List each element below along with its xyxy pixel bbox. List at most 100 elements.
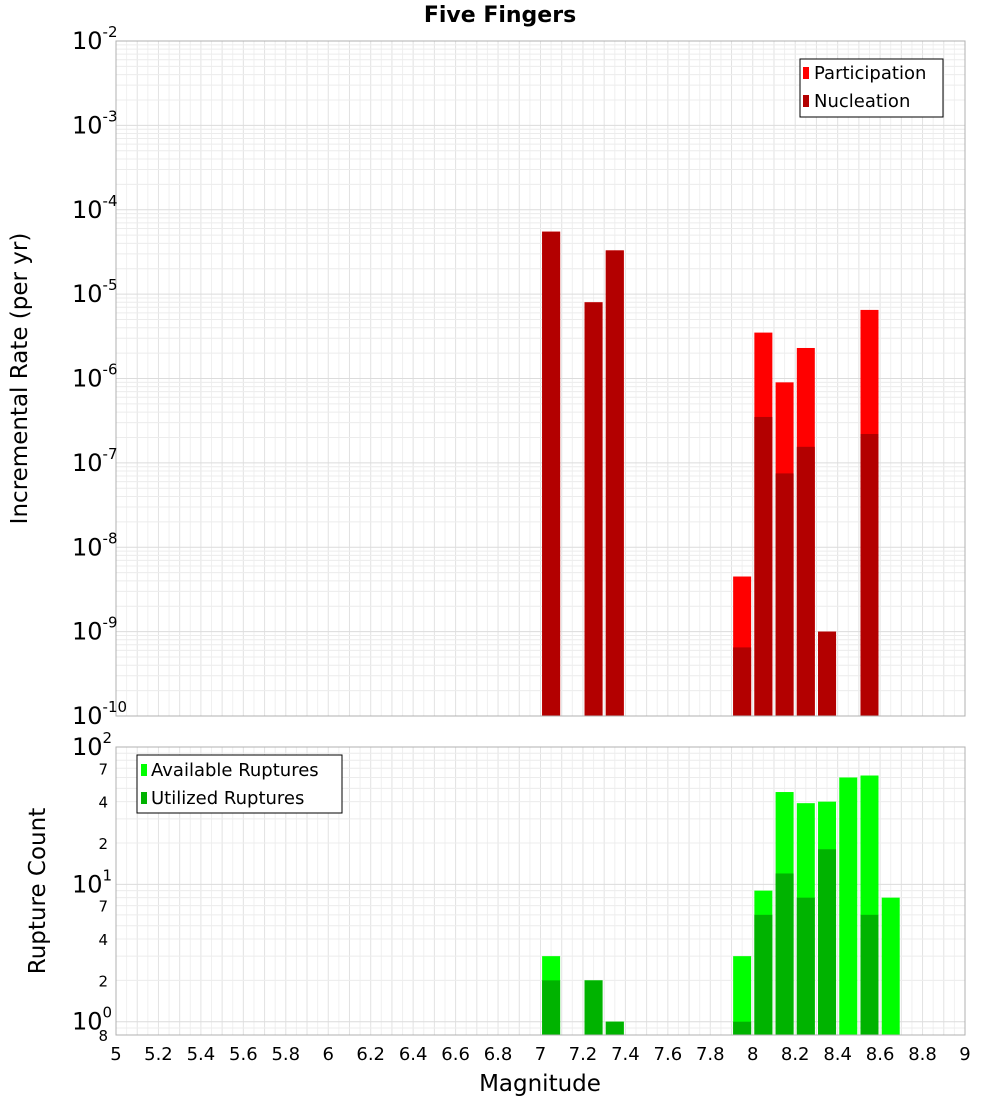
participation-legend-label: Participation [814, 63, 926, 84]
bottom-y-tick-label: 100 [72, 1004, 112, 1036]
utilized-ruptures-legend-label: Utilized Ruptures [151, 788, 304, 809]
x-tick-label: 7.6 [654, 1044, 683, 1065]
top-y-tick-base: 10 [72, 702, 103, 730]
x-tick-label: 8 [747, 1044, 758, 1065]
bottom-y-tick-exponent: 2 [103, 729, 113, 747]
participation-legend-swatch [803, 67, 809, 79]
x-tick-label: 6.8 [484, 1044, 513, 1065]
x-tick-label: 5.6 [229, 1044, 258, 1065]
x-tick-label: 5.4 [187, 1044, 216, 1065]
top-y-axis-label: Incremental Rate (per yr) [7, 233, 33, 525]
x-axis-label: Magnitude [479, 1071, 601, 1097]
top-y-tick-base: 10 [72, 27, 103, 55]
bottom-y-tick-base: 10 [72, 870, 103, 898]
bottom-y-minor-tick-label: 8 [98, 1027, 108, 1045]
nucleation-bar [584, 302, 603, 716]
bottom-y-tick-base: 10 [72, 733, 103, 761]
top-y-tick-exponent: -2 [103, 23, 118, 41]
bottom-y-tick-base: 10 [72, 1008, 103, 1036]
nucleation-bar [754, 416, 773, 716]
top-y-tick-exponent: -5 [103, 276, 118, 294]
utilized-ruptures-bar [796, 897, 815, 1035]
top-legend-box [799, 58, 944, 118]
nucleation-bar [775, 473, 794, 716]
top-y-tick-label: 10-8 [72, 529, 118, 561]
x-tick-label: 6 [323, 1044, 334, 1065]
top-y-tick-base: 10 [72, 111, 103, 139]
bottom-legend-box [136, 754, 343, 814]
x-tick-label: 9 [959, 1044, 970, 1065]
x-tick-label: 6.4 [399, 1044, 428, 1065]
available-ruptures-bar [733, 956, 752, 1035]
bottom-y-minor-tick-label: 4 [98, 931, 108, 949]
x-tick-label: 8.8 [908, 1044, 937, 1065]
bottom-y-minor-tick-label: 7 [98, 898, 108, 916]
bottom-y-minor-tick-label: 2 [98, 835, 108, 853]
nucleation-bar [860, 433, 879, 716]
top-y-tick-base: 10 [72, 280, 103, 308]
bottom-y-tick-exponent: 1 [103, 866, 113, 884]
nucleation-bar [542, 231, 561, 716]
bottom-y-axis-label: Rupture Count [25, 808, 51, 974]
utilized-ruptures-legend-swatch [141, 792, 147, 804]
top-y-tick-base: 10 [72, 533, 103, 561]
top-y-tick-base: 10 [72, 196, 103, 224]
x-tick-label: 5.8 [271, 1044, 300, 1065]
top-y-tick-exponent: -3 [103, 107, 118, 125]
utilized-ruptures-bar [605, 1021, 624, 1035]
x-tick-label: 5.2 [144, 1044, 173, 1065]
utilized-ruptures-bar [542, 980, 561, 1035]
x-tick-label: 7 [535, 1044, 546, 1065]
available-ruptures-bar [881, 897, 900, 1035]
top-y-tick-label: 10-7 [72, 445, 118, 477]
available-ruptures-legend-label: Available Ruptures [151, 760, 319, 781]
utilized-ruptures-bar [860, 914, 879, 1035]
chart-title: Five Fingers [424, 3, 576, 28]
top-y-tick-exponent: -10 [103, 698, 128, 716]
bottom-y-minor-tick-label: 2 [98, 972, 108, 990]
x-tick-label: 7.8 [696, 1044, 725, 1065]
top-y-tick-label: 10-3 [72, 107, 118, 139]
top-y-tick-exponent: -8 [103, 529, 118, 547]
top-y-tick-exponent: -7 [103, 445, 118, 463]
bottom-plot-border [115, 746, 966, 1036]
bottom-y-tick-label: 102 [72, 729, 112, 761]
top-y-tick-label: 10-9 [72, 614, 118, 646]
top-y-tick-label: 10-2 [72, 23, 118, 55]
utilized-ruptures-bar [818, 849, 837, 1035]
top-y-tick-label: 10-5 [72, 276, 118, 308]
top-y-tick-exponent: -4 [103, 192, 118, 210]
top-y-tick-label: 10-10 [72, 698, 127, 730]
bottom-y-tick-label: 101 [72, 866, 112, 898]
available-ruptures-bar [839, 777, 858, 1035]
x-tick-label: 8.6 [866, 1044, 895, 1065]
top-y-tick-exponent: -9 [103, 614, 118, 632]
available-ruptures-legend-swatch [141, 764, 147, 776]
top-y-tick-base: 10 [72, 365, 103, 393]
nucleation-bar [733, 647, 752, 716]
top-y-tick-base: 10 [72, 449, 103, 477]
x-tick-label: 8.2 [781, 1044, 810, 1065]
x-tick-label: 6.6 [441, 1044, 470, 1065]
bottom-y-minor-tick-label: 4 [98, 794, 108, 812]
x-tick-label: 6.2 [356, 1044, 385, 1065]
x-tick-label: 8.4 [823, 1044, 852, 1065]
bottom-y-tick-exponent: 0 [103, 1004, 113, 1022]
x-tick-label: 7.2 [569, 1044, 598, 1065]
utilized-ruptures-bar [733, 1021, 752, 1035]
top-plot-border [115, 40, 966, 717]
utilized-ruptures-bar [584, 980, 603, 1035]
nucleation-bar [796, 446, 815, 716]
nucleation-bar [605, 250, 624, 717]
nucleation-bar [818, 631, 837, 716]
top-y-tick-exponent: -6 [103, 361, 118, 379]
nucleation-legend-label: Nucleation [814, 91, 910, 112]
x-tick-label: 5 [110, 1044, 121, 1065]
top-y-tick-base: 10 [72, 618, 103, 646]
top-y-tick-label: 10-4 [72, 192, 118, 224]
nucleation-legend-swatch [803, 95, 809, 107]
x-tick-label: 7.4 [611, 1044, 640, 1065]
utilized-ruptures-bar [754, 914, 773, 1035]
